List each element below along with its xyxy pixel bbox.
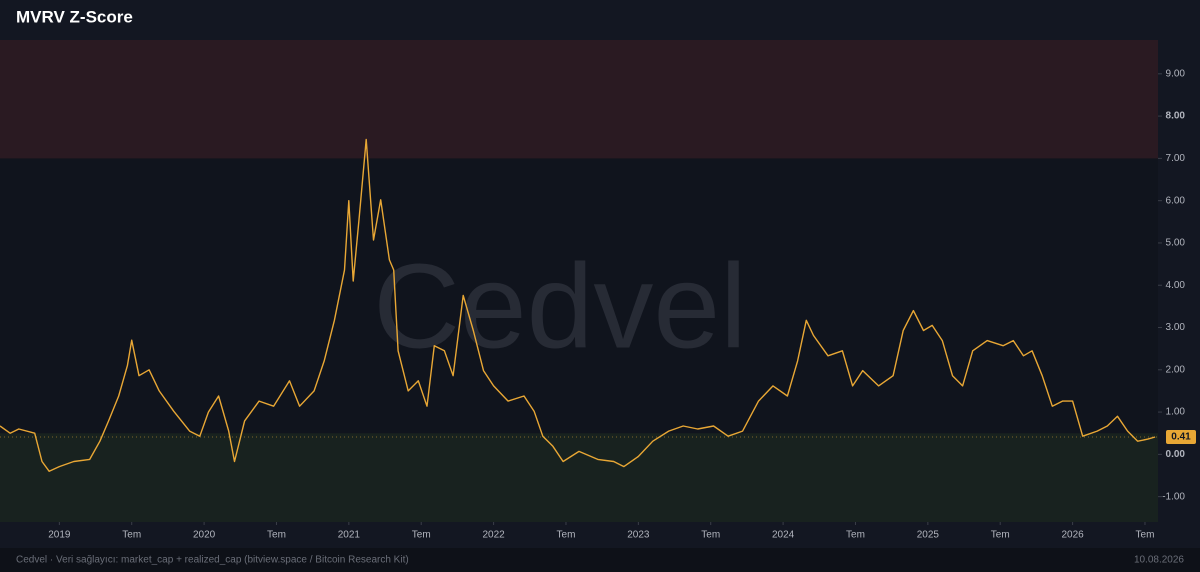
x-tick-label: 2026 bbox=[1061, 530, 1084, 541]
footer-bar bbox=[0, 548, 1200, 572]
y-tick-label: 3.00 bbox=[1166, 322, 1186, 333]
x-tick-label: Tem bbox=[412, 530, 431, 541]
series-line bbox=[0, 138, 1156, 472]
y-tick-label: 8.00 bbox=[1166, 111, 1186, 122]
x-tick-label: 2024 bbox=[772, 530, 795, 541]
chart-title: MVRV Z-Score bbox=[16, 7, 133, 26]
x-tick-label: 2023 bbox=[627, 530, 650, 541]
y-tick-label: 0.00 bbox=[1166, 449, 1186, 460]
x-tick-label: Tem bbox=[1136, 530, 1155, 541]
x-tick-label: Tem bbox=[701, 530, 720, 541]
last-value-badge bbox=[1166, 430, 1196, 445]
x-tick-label: Tem bbox=[846, 530, 865, 541]
x-tick-label: Tem bbox=[267, 530, 286, 541]
x-tick-label: 2021 bbox=[338, 530, 361, 541]
watermark: Cedvel bbox=[373, 240, 747, 374]
y-tick-label: 4.00 bbox=[1166, 280, 1186, 291]
x-tick-label: Tem bbox=[991, 530, 1010, 541]
x-tick-label: 2020 bbox=[193, 530, 216, 541]
last-value-label: 0.41 bbox=[1171, 432, 1191, 443]
x-tick-label: Tem bbox=[122, 530, 141, 541]
y-tick-label: -1.00 bbox=[1162, 491, 1185, 502]
y-tick-label: 6.00 bbox=[1166, 195, 1186, 206]
y-tick-label: 5.00 bbox=[1166, 238, 1186, 249]
x-tick-label: 2022 bbox=[482, 530, 505, 541]
y-tick-label: 9.00 bbox=[1166, 68, 1186, 79]
x-tick-label: Tem bbox=[557, 530, 576, 541]
footer-text: Cedvel · Veri sağlayıcı: market_cap + re… bbox=[16, 555, 409, 566]
x-tick-label: 2019 bbox=[48, 530, 71, 541]
y-tick-label: 2.00 bbox=[1166, 364, 1186, 375]
y-tick-label: 7.00 bbox=[1166, 153, 1186, 164]
upper-zone bbox=[0, 40, 1158, 159]
footer-date: 10.08.2026 bbox=[1134, 555, 1184, 566]
y-tick-label: 1.00 bbox=[1166, 407, 1186, 418]
lower-zone bbox=[0, 433, 1158, 522]
x-tick-label: 2025 bbox=[917, 530, 940, 541]
